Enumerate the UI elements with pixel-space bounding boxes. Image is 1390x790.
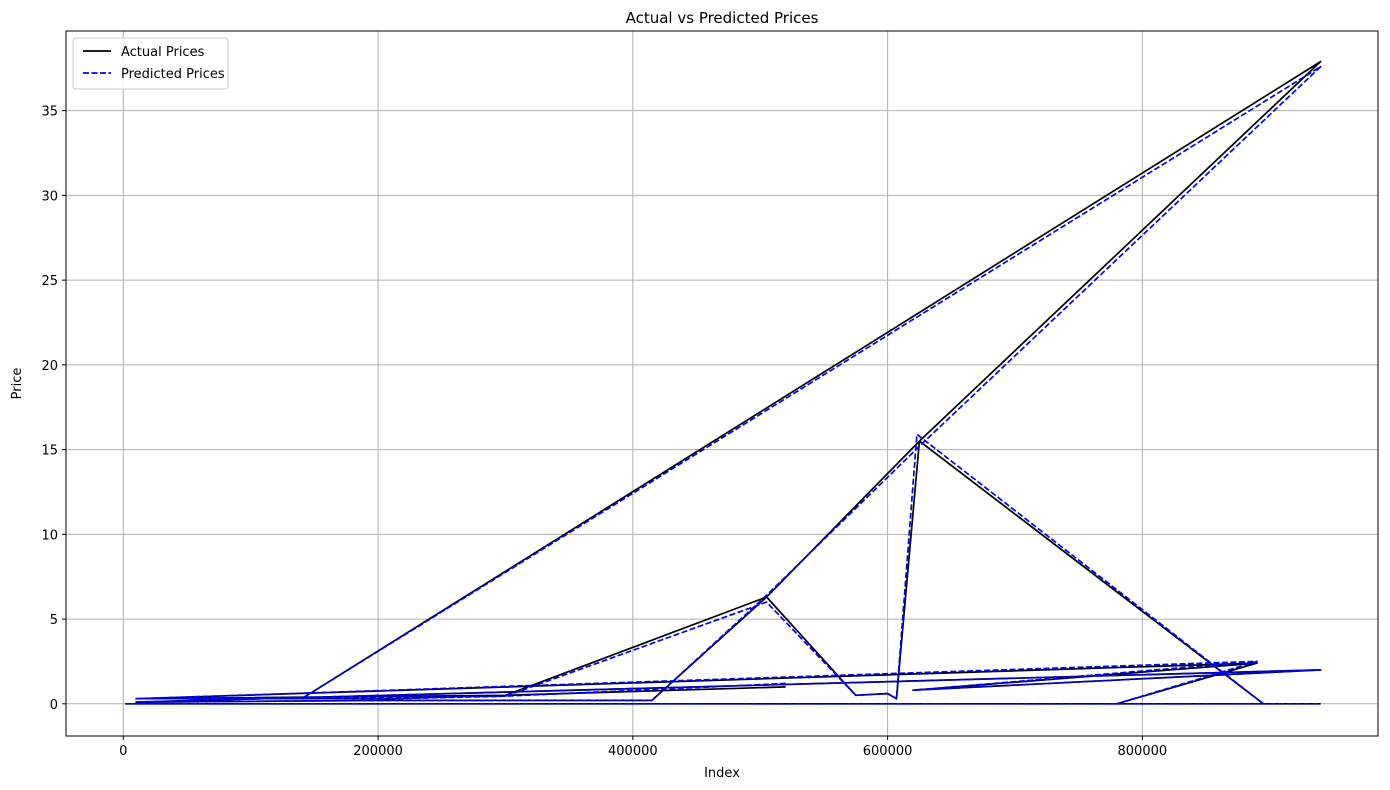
legend-label: Actual Prices [121,45,205,60]
y-tick-label: 10 [41,528,58,543]
x-tick-label: 400000 [608,744,658,759]
y-axis-label: Price [10,368,25,400]
y-tick-label: 30 [41,189,58,204]
y-tick-label: 35 [41,105,58,120]
y-tick-label: 20 [41,359,58,374]
legend-label: Predicted Prices [121,67,225,82]
y-tick-label: 15 [41,444,58,459]
x-axis-label: Index [704,766,740,781]
x-tick-label: 0 [119,744,127,759]
plot-frame [65,30,1379,737]
legend: Actual Prices Predicted Prices [72,37,229,90]
ticks: 0 200000 400000 600000 800000 0 5 10 15 20 25 30 35 [41,105,1167,759]
plot-area [66,31,1378,736]
series-line-predicted [125,65,1322,705]
chart-title: Actual vs Predicted Prices [626,9,819,27]
y-tick-label: 0 [50,698,58,713]
legend-box [72,37,229,90]
series-layer [125,60,1322,705]
x-tick-label: 200000 [353,744,403,759]
y-tick-label: 5 [50,613,58,628]
x-tick-label: 800000 [1118,744,1168,759]
x-tick-label: 600000 [863,744,913,759]
y-tick-label: 25 [41,274,58,289]
